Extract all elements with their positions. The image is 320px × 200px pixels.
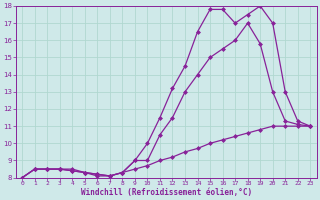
X-axis label: Windchill (Refroidissement éolien,°C): Windchill (Refroidissement éolien,°C) [81,188,252,197]
